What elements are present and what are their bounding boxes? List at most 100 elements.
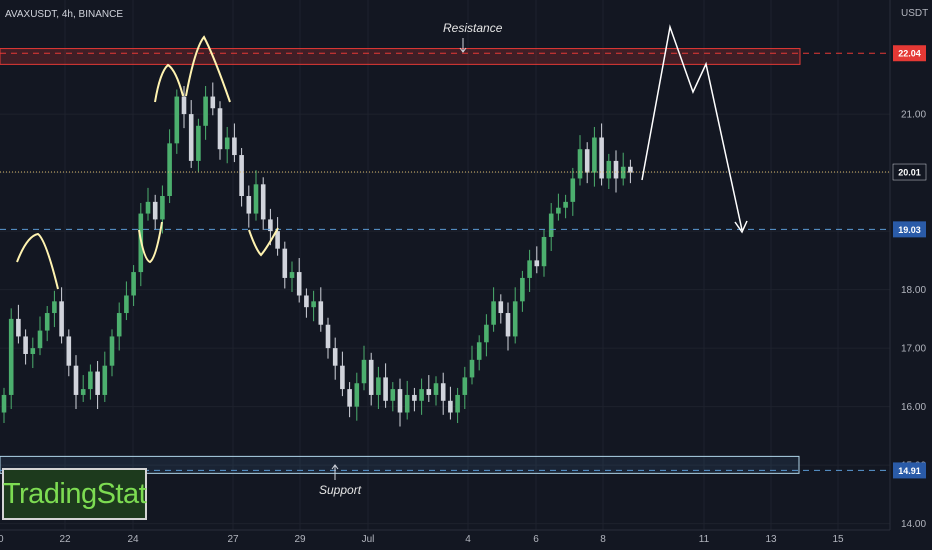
candle-body bbox=[217, 108, 223, 150]
candle-body bbox=[440, 383, 446, 401]
candle-body bbox=[584, 149, 590, 173]
candle-body bbox=[570, 178, 576, 202]
candle-body bbox=[44, 313, 50, 331]
zones-layer bbox=[0, 48, 801, 474]
resistance-zone bbox=[0, 48, 801, 65]
candle-body bbox=[455, 394, 460, 413]
candle-body bbox=[548, 213, 554, 237]
tradingstat-logo: TradingStat bbox=[2, 468, 147, 520]
candle-body bbox=[260, 184, 266, 220]
x-tick-label: 13 bbox=[765, 534, 777, 545]
candle-body bbox=[628, 166, 633, 173]
candle-body bbox=[361, 359, 367, 384]
candle-body bbox=[304, 295, 309, 308]
candle-body bbox=[188, 114, 194, 161]
candle-body bbox=[520, 277, 525, 302]
price-tag-label: 22.04 bbox=[898, 49, 921, 59]
wave-stroke-right bbox=[248, 227, 279, 257]
x-tick-label: 11 bbox=[699, 534, 710, 545]
wave-stroke-left bbox=[16, 232, 59, 290]
candle-body bbox=[534, 260, 540, 267]
candle-body bbox=[80, 389, 86, 395]
candle-body bbox=[296, 272, 302, 296]
candle-body bbox=[239, 155, 244, 197]
candle-body bbox=[412, 394, 417, 401]
candle-body bbox=[246, 196, 252, 214]
candle-body bbox=[95, 371, 100, 395]
wave-stroke-mid bbox=[138, 221, 163, 264]
candle-body bbox=[59, 301, 64, 337]
candle-body bbox=[16, 318, 21, 337]
support-zone bbox=[0, 455, 800, 474]
candle-body bbox=[102, 365, 108, 395]
y-tick-label: 21.00 bbox=[901, 110, 926, 121]
price-tag-support bbox=[893, 462, 926, 479]
projection-arrowhead bbox=[734, 220, 748, 234]
candle-body bbox=[592, 137, 597, 173]
x-tick-label: 27 bbox=[227, 534, 239, 545]
candle-body bbox=[289, 272, 295, 278]
candle-body bbox=[390, 389, 396, 401]
candle-body bbox=[174, 96, 180, 144]
x-tick-label: 15 bbox=[832, 534, 844, 545]
price-tag-label: 20.01 bbox=[898, 168, 921, 178]
candle-body bbox=[498, 301, 504, 314]
candle-body bbox=[253, 184, 259, 214]
candle-body bbox=[1, 394, 7, 413]
candle-body bbox=[404, 394, 410, 413]
wave-stroke-top-right bbox=[185, 35, 231, 103]
resistance-arrow-head bbox=[459, 47, 467, 53]
wave-stroke-top-left bbox=[154, 63, 184, 103]
currency-label: USDT bbox=[901, 8, 928, 19]
candle-body bbox=[311, 301, 316, 308]
candle-body bbox=[124, 295, 129, 314]
candle-body bbox=[577, 149, 583, 179]
candle-body bbox=[232, 137, 237, 156]
candle-body bbox=[354, 383, 360, 407]
candle-body bbox=[620, 166, 626, 179]
candle-body bbox=[131, 272, 136, 296]
candle-body bbox=[448, 400, 453, 413]
candle-body bbox=[491, 301, 496, 325]
candle-body bbox=[613, 160, 619, 179]
candle-body bbox=[325, 324, 331, 349]
candle-body bbox=[376, 377, 381, 395]
candle-body bbox=[282, 248, 288, 278]
candle-body bbox=[181, 96, 187, 115]
projection-path bbox=[641, 24, 743, 231]
candle-body bbox=[419, 389, 424, 401]
candle-body bbox=[160, 196, 165, 220]
candle-body bbox=[340, 365, 345, 390]
candle-body bbox=[462, 377, 468, 395]
x-tick-label: 6 bbox=[533, 534, 539, 545]
x-tick-label: 4 bbox=[465, 534, 471, 545]
support-label: Support bbox=[319, 483, 362, 497]
candle-body bbox=[224, 137, 230, 150]
y-tick-label: 16.00 bbox=[901, 402, 926, 413]
price-tag-resistance bbox=[893, 45, 926, 62]
candle-body bbox=[30, 348, 36, 354]
candle-body bbox=[145, 201, 151, 214]
candle-body bbox=[210, 96, 216, 109]
candle-body bbox=[397, 389, 403, 413]
candle-body bbox=[116, 313, 122, 337]
candle-body bbox=[563, 201, 568, 208]
candle-body bbox=[469, 359, 475, 378]
y-tick-label: 18.00 bbox=[901, 285, 926, 296]
y-tick-label: 17.00 bbox=[901, 344, 926, 355]
x-tick-label: 24 bbox=[127, 534, 139, 545]
candle-body bbox=[203, 96, 208, 126]
candle-body bbox=[109, 336, 115, 366]
candle-body bbox=[66, 336, 72, 366]
candle-body bbox=[52, 301, 57, 314]
candle-body bbox=[37, 330, 43, 349]
candle-body bbox=[318, 301, 324, 325]
x-tick-label: 22 bbox=[59, 534, 71, 545]
candle-body bbox=[541, 236, 547, 267]
candle-body bbox=[152, 201, 158, 220]
candle-body bbox=[476, 342, 482, 360]
candle-body bbox=[433, 383, 439, 395]
candle-body bbox=[512, 301, 518, 337]
